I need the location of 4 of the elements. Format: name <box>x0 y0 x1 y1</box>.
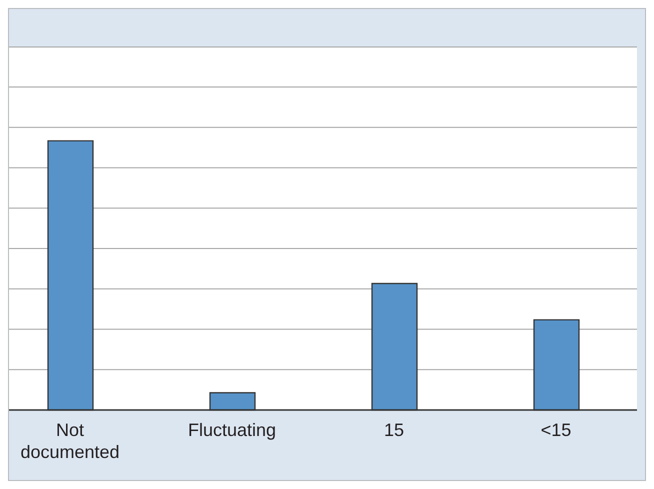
x-tick-label: Fluctuating <box>188 420 276 440</box>
x-tick-label: Not documented <box>20 420 120 462</box>
x-tick-label: <15 <box>540 420 572 440</box>
x-tick-label: 15 <box>384 420 404 440</box>
